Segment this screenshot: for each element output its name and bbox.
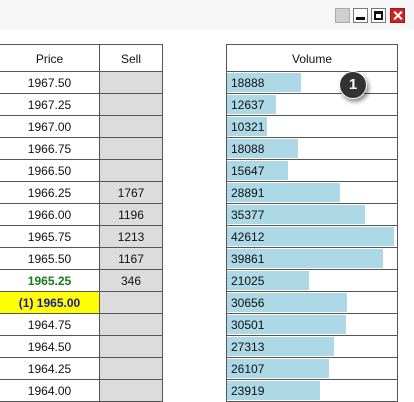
price-cell[interactable]: 1967.25 <box>0 94 100 116</box>
sell-column-header: Sell <box>100 44 163 72</box>
price-column-header: Price <box>0 44 100 72</box>
volume-bar <box>227 183 340 202</box>
price-cell[interactable]: 1964.75 <box>0 314 100 336</box>
sell-cell[interactable]: 1196 <box>100 204 163 226</box>
close-button[interactable] <box>390 8 405 23</box>
volume-bar <box>227 117 268 136</box>
volume-bar <box>227 337 334 356</box>
price-cell[interactable]: 1964.00 <box>0 380 100 402</box>
price-cell[interactable]: 1966.50 <box>0 160 100 182</box>
volume-bar <box>227 227 394 246</box>
volume-value: 28891 <box>231 186 265 200</box>
price-cell[interactable]: 1965.75 <box>0 226 100 248</box>
maximize-button[interactable] <box>371 8 386 23</box>
sell-cell[interactable] <box>100 380 163 402</box>
volume-cell: 12637 <box>226 94 398 116</box>
volume-bar <box>227 249 383 268</box>
volume-column-header: Volume <box>226 44 398 72</box>
volume-value: 21025 <box>231 274 265 288</box>
sell-cell[interactable] <box>100 358 163 380</box>
sell-cell[interactable]: 1213 <box>100 226 163 248</box>
volume-value: 15647 <box>231 164 265 178</box>
sell-cell[interactable] <box>100 336 163 358</box>
volume-value: 18088 <box>231 142 265 156</box>
volume-value: 10321 <box>231 120 265 134</box>
price-cell[interactable]: 1965.25 <box>0 270 100 292</box>
price-cell[interactable]: 1967.00 <box>0 116 100 138</box>
volume-value: 39861 <box>231 252 265 266</box>
price-cell[interactable]: 1966.75 <box>0 138 100 160</box>
volume-bar <box>227 315 347 334</box>
price-cell[interactable]: 1967.50 <box>0 72 100 94</box>
minimize-button[interactable] <box>353 8 368 23</box>
volume-bar <box>227 293 347 312</box>
volume-cell: 26107 <box>226 358 398 380</box>
volume-cell: 10321 <box>226 116 398 138</box>
volume-cell: 35377 <box>226 204 398 226</box>
volume-value: 18888 <box>231 76 265 90</box>
volume-value: 26107 <box>231 362 265 376</box>
volume-cell: 23919 <box>226 380 398 402</box>
price-cell[interactable]: 1966.25 <box>0 182 100 204</box>
window-blank-button[interactable] <box>335 8 350 23</box>
volume-bar <box>227 381 321 400</box>
volume-cell: 15647 <box>226 160 398 182</box>
sell-cell[interactable]: 1167 <box>100 248 163 270</box>
volume-value: 30656 <box>231 296 265 310</box>
title-bar <box>0 0 414 30</box>
volume-bar <box>227 139 298 158</box>
volume-cell: 18888 <box>226 72 398 94</box>
volume-bar <box>227 271 310 290</box>
sell-cell[interactable] <box>100 116 163 138</box>
volume-cell: 30656 <box>226 292 398 314</box>
volume-cell: 27313 <box>226 336 398 358</box>
volume-cell: 30501 <box>226 314 398 336</box>
volume-bar <box>227 205 366 224</box>
volume-bar <box>227 359 330 378</box>
sell-cell[interactable] <box>100 138 163 160</box>
volume-bar <box>227 73 301 92</box>
volume-bar <box>227 95 277 114</box>
volume-value: 30501 <box>231 318 265 332</box>
sell-cell[interactable] <box>100 72 163 94</box>
sell-cell[interactable]: 346 <box>100 270 163 292</box>
sell-cell[interactable] <box>100 94 163 116</box>
price-cell[interactable]: 1964.50 <box>0 336 100 358</box>
volume-cell: 42612 <box>226 226 398 248</box>
volume-value: 42612 <box>231 230 265 244</box>
volume-cell: 28891 <box>226 182 398 204</box>
price-cell[interactable]: 1964.25 <box>0 358 100 380</box>
volume-cell: 39861 <box>226 248 398 270</box>
price-cell[interactable]: 1966.00 <box>0 204 100 226</box>
price-cell[interactable]: (1) 1965.00 <box>0 292 100 314</box>
sell-cell[interactable] <box>100 314 163 336</box>
volume-value: 23919 <box>231 384 265 398</box>
volume-value: 27313 <box>231 340 265 354</box>
volume-value: 12637 <box>231 98 265 112</box>
marker-badge: 1 <box>339 71 367 99</box>
volume-bar <box>227 161 289 180</box>
volume-value: 35377 <box>231 208 265 222</box>
volume-cell: 18088 <box>226 138 398 160</box>
price-cell[interactable]: 1965.50 <box>0 248 100 270</box>
sell-cell[interactable] <box>100 292 163 314</box>
sell-cell[interactable]: 1767 <box>100 182 163 204</box>
sell-cell[interactable] <box>100 160 163 182</box>
volume-cell: 21025 <box>226 270 398 292</box>
